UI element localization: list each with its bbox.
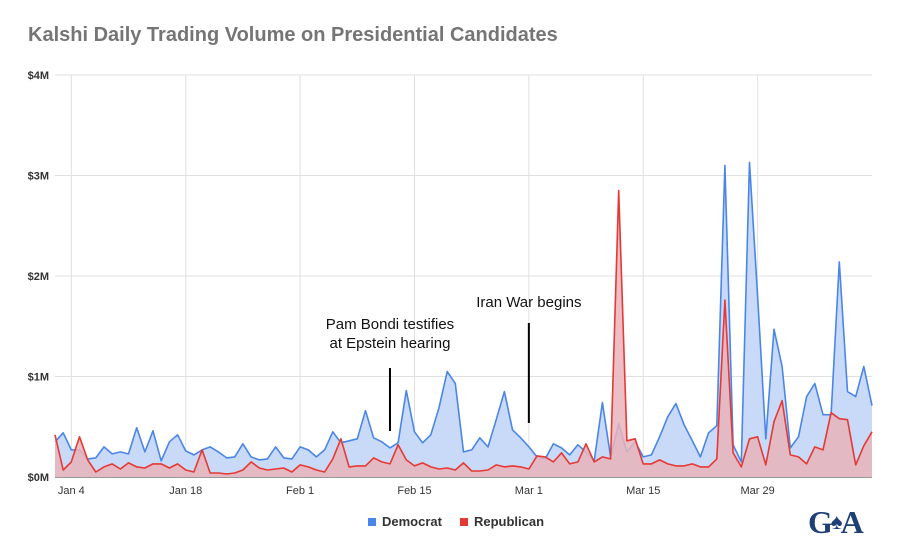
x-tick-label: Jan 4 <box>58 485 85 497</box>
x-tick-label: Mar 29 <box>740 485 774 497</box>
legend-label-democrat: Democrat <box>382 514 442 529</box>
legend-label-republican: Republican <box>473 514 545 529</box>
annotation-text: Pam Bondi testifies <box>326 316 454 333</box>
x-tick-label: Mar 1 <box>515 485 543 497</box>
legend-swatch-republican <box>459 517 468 526</box>
series-line-republican <box>54 189 873 475</box>
x-tick-label: Mar 15 <box>626 485 660 497</box>
y-tick-label: $1M <box>28 372 49 384</box>
legend-item-democrat[interactable]: Democrat <box>368 514 442 529</box>
series-area-democrat <box>55 162 872 477</box>
series-line-democrat <box>54 161 873 463</box>
annotation-text: at Epstein hearing <box>330 335 451 352</box>
annotation-text: Iran War begins <box>476 294 581 311</box>
y-tick-label: $3M <box>28 171 49 183</box>
legend-item-republican[interactable]: Republican <box>459 514 545 529</box>
y-tick-label: $2M <box>28 271 49 283</box>
y-tick-label: $4M <box>28 70 49 82</box>
x-tick-label: Feb 1 <box>286 485 314 497</box>
x-tick-label: Feb 15 <box>397 485 431 497</box>
chart-title: Kalshi Daily Trading Volume on President… <box>28 24 558 46</box>
y-tick-label: $0M <box>28 472 49 484</box>
legend-swatch-democrat <box>368 517 376 526</box>
x-tick-label: Jan 18 <box>169 485 202 497</box>
logo: G♠A <box>808 504 864 540</box>
legend: Democrat Republican <box>368 514 544 529</box>
